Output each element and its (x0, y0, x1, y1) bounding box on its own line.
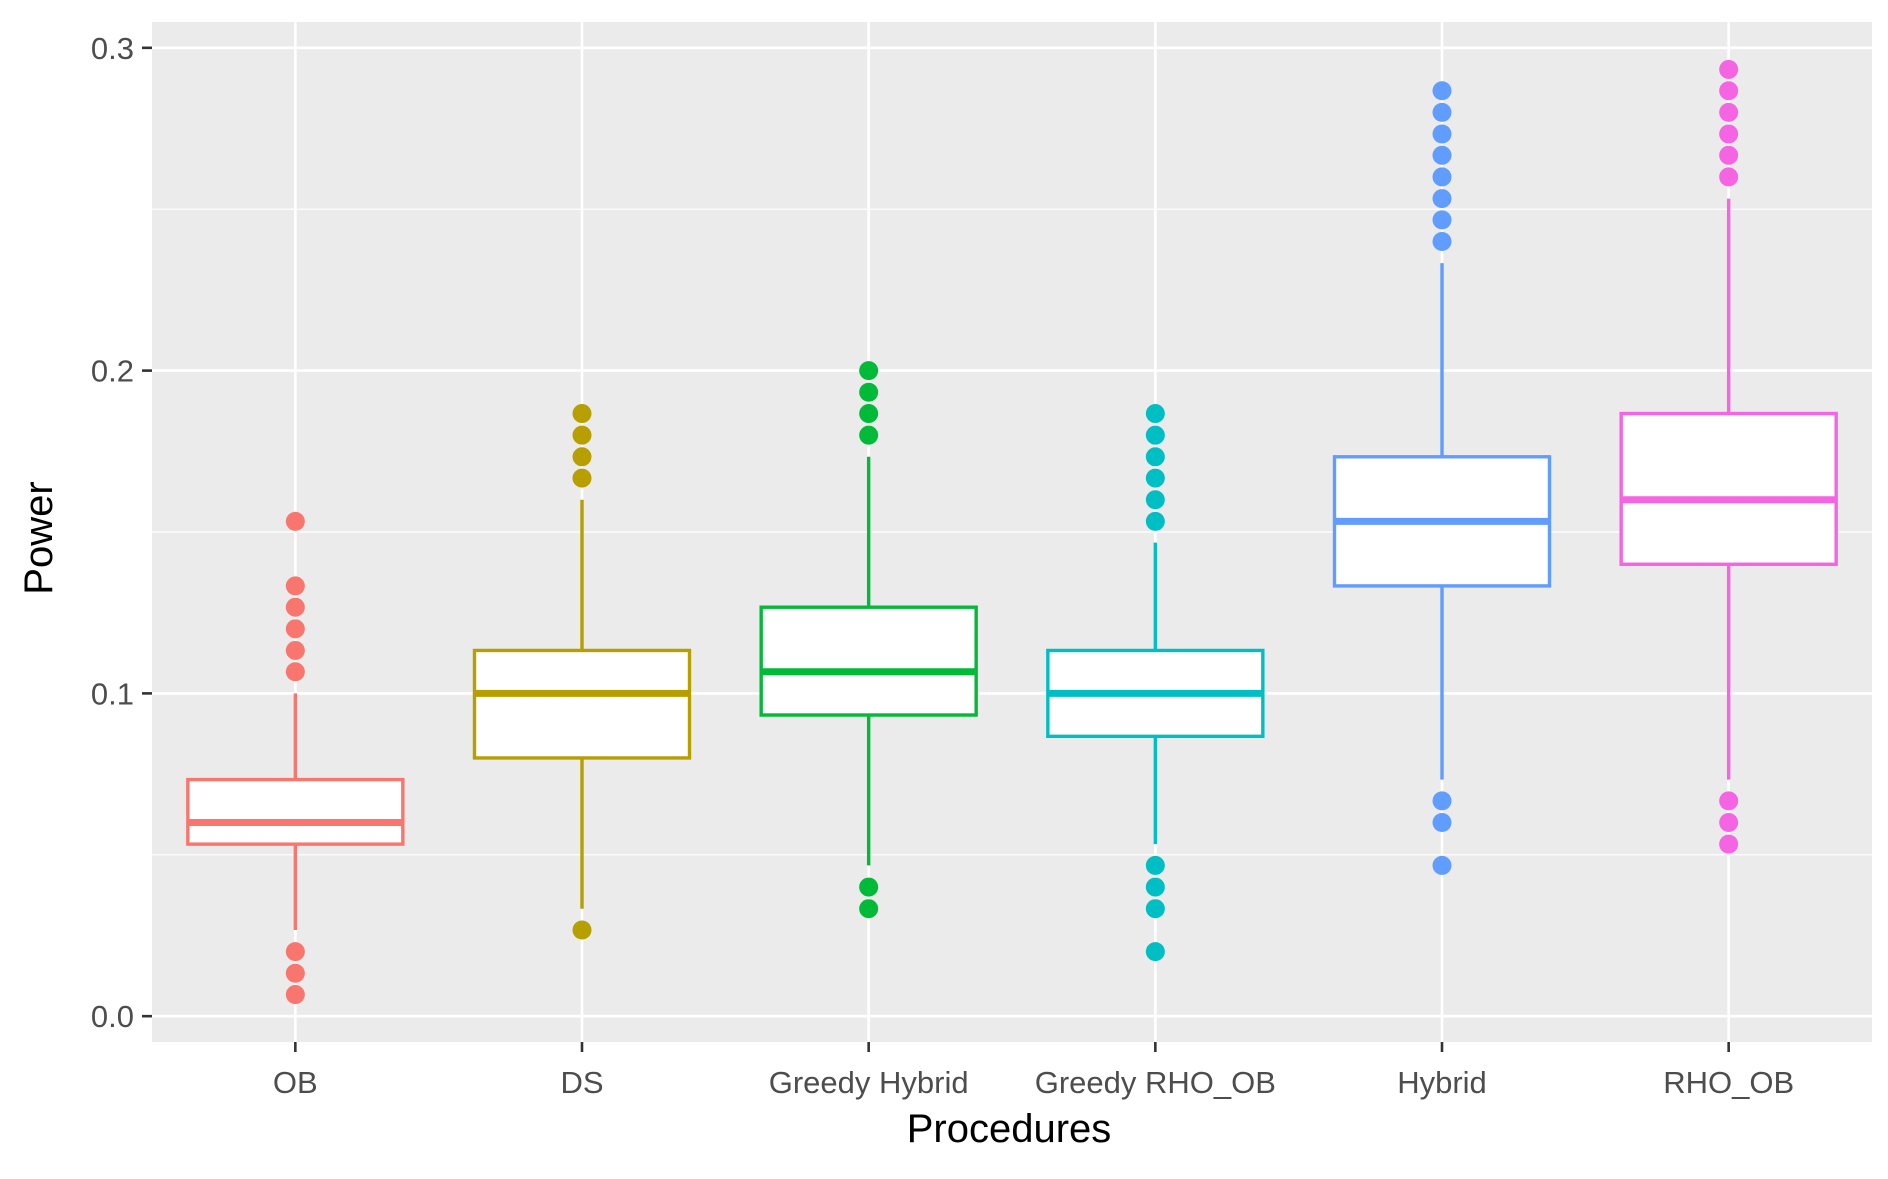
outlier-point (1145, 490, 1165, 510)
outlier-point (1432, 189, 1452, 209)
outlier-point (1145, 899, 1165, 919)
outlier-point (1719, 834, 1739, 854)
y-tick-label: 0.1 (91, 676, 134, 711)
outlier-point (1719, 124, 1739, 144)
outlier-point (1432, 791, 1452, 811)
outlier-point (1432, 231, 1452, 251)
outlier-point (1432, 813, 1452, 833)
x-tick-label: Greedy Hybrid (769, 1065, 969, 1100)
outlier-point (572, 447, 592, 467)
outlier-point (859, 877, 879, 897)
outlier-point (285, 619, 305, 639)
outlier-point (1432, 124, 1452, 144)
y-axis-title: Power (17, 481, 61, 594)
outlier-point (1432, 102, 1452, 122)
x-tick-label: Greedy RHO_OB (1035, 1065, 1276, 1100)
outlier-point (285, 576, 305, 596)
outlier-point (572, 920, 592, 940)
outlier-point (285, 640, 305, 660)
outlier-point (859, 425, 879, 445)
outlier-point (859, 382, 879, 402)
box-iqr (186, 777, 405, 846)
outlier-point (1432, 855, 1452, 875)
outlier-point (1432, 145, 1452, 165)
outlier-point (1719, 145, 1739, 165)
outlier-point (285, 963, 305, 983)
outlier-point (1145, 425, 1165, 445)
outlier-point (859, 404, 879, 424)
y-tick-label: 0.0 (91, 999, 134, 1034)
x-axis-title: Procedures (907, 1107, 1112, 1151)
outlier-point (1719, 81, 1739, 101)
box-iqr (472, 648, 692, 760)
outlier-point (1432, 81, 1452, 101)
outlier-point (1145, 404, 1165, 424)
outlier-point (1719, 791, 1739, 811)
outlier-point (285, 597, 305, 617)
outlier-point (285, 942, 305, 962)
axes: 0.0 0.1 0.2 0.3 OB DS Greedy Hybrid Greedy RHO_… (91, 31, 1794, 1100)
outlier-point (572, 425, 592, 445)
outlier-point (285, 662, 305, 682)
outlier-point (1145, 855, 1165, 875)
outlier-point (1719, 167, 1739, 187)
outlier-point (859, 361, 879, 381)
boxes (186, 59, 1838, 1005)
x-tick-label: DS (560, 1065, 603, 1100)
outlier-point (1145, 447, 1165, 467)
outlier-point (1719, 102, 1739, 122)
outlier-point (1719, 813, 1739, 833)
outlier-point (1432, 167, 1452, 187)
outlier-point (1432, 210, 1452, 230)
outlier-point (285, 511, 305, 531)
x-tick-label: OB (273, 1065, 318, 1100)
x-tick-label: RHO_OB (1663, 1065, 1794, 1100)
outlier-point (1145, 468, 1165, 488)
outlier-point (1145, 511, 1165, 531)
box-greedy-hybrid (759, 361, 978, 919)
outlier-point (1145, 942, 1165, 962)
box-greedy-rho-ob (1046, 404, 1265, 962)
outlier-point (572, 404, 592, 424)
outlier-point (285, 985, 305, 1005)
box-iqr (1619, 411, 1838, 566)
outlier-point (1719, 59, 1739, 79)
box-ob (186, 511, 405, 1005)
box-rho-ob (1619, 59, 1838, 854)
y-tick-label: 0.3 (91, 31, 134, 66)
outlier-point (859, 899, 879, 919)
y-tick-label: 0.2 (91, 354, 134, 389)
box-hybrid (1332, 81, 1552, 875)
outlier-point (572, 468, 592, 488)
box-iqr (759, 605, 978, 717)
outlier-point (1145, 877, 1165, 897)
box-ds (472, 404, 692, 940)
x-tick-label: Hybrid (1397, 1065, 1487, 1100)
